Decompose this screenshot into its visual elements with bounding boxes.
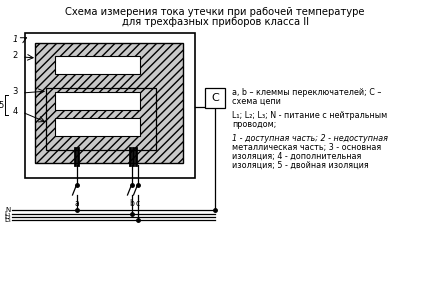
Bar — [55, 92, 140, 110]
Text: 2: 2 — [13, 51, 18, 60]
Bar — [35, 43, 183, 163]
Bar — [25, 33, 195, 178]
Text: 1: 1 — [12, 35, 18, 44]
Text: 5: 5 — [0, 101, 4, 110]
Text: L₃: L₃ — [4, 217, 11, 223]
Text: a, b – клеммы переключателей; C –: a, b – клеммы переключателей; C – — [232, 88, 381, 97]
Text: металлическая часть; 3 - основная: металлическая часть; 3 - основная — [232, 143, 381, 152]
Text: L₂: L₂ — [4, 214, 11, 220]
Bar — [46, 88, 156, 150]
Bar — [205, 88, 225, 108]
Text: проводом;: проводом; — [232, 120, 276, 129]
Text: c: c — [135, 199, 140, 208]
Text: N: N — [6, 207, 11, 213]
Text: 4: 4 — [13, 106, 18, 115]
Text: L₁; L₂; L₃; N - питание с нейтральным: L₁; L₂; L₃; N - питание с нейтральным — [232, 111, 387, 120]
Text: b: b — [129, 199, 134, 208]
Text: изоляция; 4 - дополнительная: изоляция; 4 - дополнительная — [232, 152, 361, 161]
Bar — [55, 56, 140, 74]
Text: 1 - доступная часть; 2 - недоступная: 1 - доступная часть; 2 - недоступная — [232, 134, 388, 143]
Text: изоляция; 5 - двойная изоляция: изоляция; 5 - двойная изоляция — [232, 161, 369, 170]
Text: L₁: L₁ — [4, 211, 11, 217]
Text: a: a — [74, 199, 79, 208]
Text: Схема измерения тока утечки при рабочей температуре: Схема измерения тока утечки при рабочей … — [65, 7, 365, 17]
Text: для трехфазных приборов класса II: для трехфазных приборов класса II — [122, 17, 308, 27]
Text: C: C — [211, 93, 219, 103]
Text: схема цепи: схема цепи — [232, 97, 281, 106]
Text: 3: 3 — [12, 87, 18, 96]
Bar — [55, 118, 140, 136]
